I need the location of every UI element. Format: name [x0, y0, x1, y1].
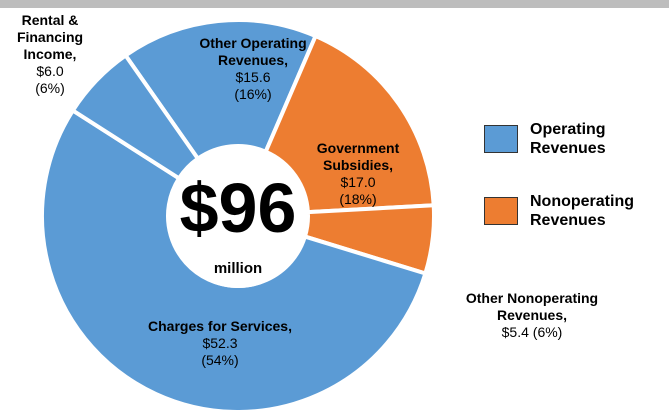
value-label: $17.0 — [340, 174, 376, 190]
data-label: Other Nonoperating Revenues, $5.4 (6%) — [432, 290, 632, 341]
center-total: $96 — [179, 169, 297, 247]
percent-label: (16%) — [234, 86, 272, 102]
value-label: $6.0 — [36, 63, 64, 79]
legend-label: Operating Revenues — [530, 121, 606, 157]
percent-label: (6%) — [35, 80, 65, 96]
percent-label: (6%) — [532, 324, 563, 340]
category-label: Government Subsidies, — [316, 140, 400, 173]
category-label: Rental & Financing Income, — [16, 12, 84, 62]
value-label: $52.3 — [202, 335, 238, 351]
donut-segment — [70, 52, 201, 182]
value-label: $15.6 — [235, 69, 271, 85]
center-unit: million — [213, 260, 263, 277]
percent-label: (54%) — [201, 352, 239, 368]
legend-swatch — [484, 125, 518, 153]
category-label: Charges for Services, — [148, 318, 292, 334]
data-label: Rental & Financing Income, $6.0 (6%) — [0, 12, 100, 97]
data-label: Government Subsidies, $17.0 (18%) — [303, 140, 413, 208]
data-label: Other Operating Revenues, $15.6 (16%) — [198, 35, 308, 103]
donut-segment — [263, 33, 436, 215]
percent-label: (18%) — [339, 191, 377, 207]
category-label: Other Nonoperating Revenues, — [465, 290, 599, 323]
top-bar — [0, 0, 669, 8]
donut-segment — [122, 18, 319, 162]
center-hole — [170, 152, 306, 288]
value-label: $5.4 — [501, 324, 529, 340]
legend-label: Nonoperating Revenues — [530, 193, 634, 229]
legend-swatch — [484, 197, 518, 225]
data-label: Charges for Services, $52.3 (54%) — [110, 318, 330, 369]
category-label: Other Operating Revenues, — [199, 35, 307, 68]
